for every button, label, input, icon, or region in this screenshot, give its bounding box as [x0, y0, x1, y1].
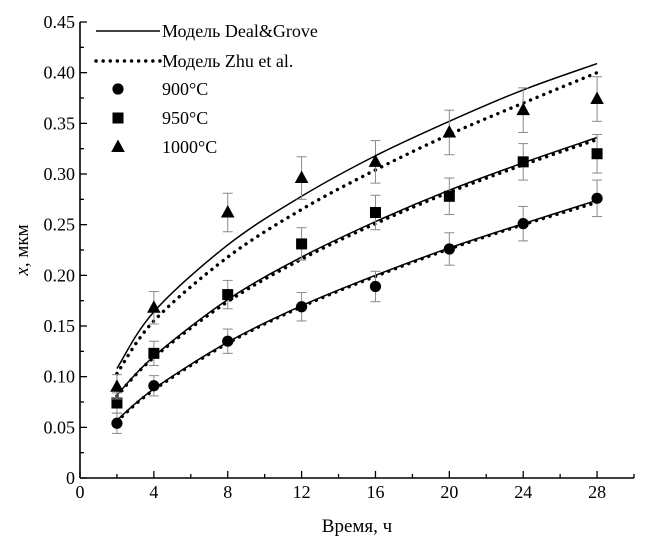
model-0-curve-1	[116, 136, 598, 396]
data-point-1-4	[369, 207, 381, 219]
model-1-curve-1	[115, 137, 599, 398]
legend-triangle-marker	[111, 139, 125, 152]
data-point-2-2	[220, 205, 235, 218]
y-tick-label: 0.15	[44, 316, 76, 336]
y-tick-label: 0.25	[44, 215, 76, 235]
data-point-2-4	[368, 154, 383, 167]
model-0-curve-2	[116, 62, 598, 369]
x-tick-label: 4	[149, 482, 158, 502]
data-point-2-7	[590, 91, 604, 105]
data-point-0-2	[222, 335, 234, 347]
x-ticks: 0 4 8 12 16 20 24 28	[76, 471, 635, 502]
x-tick-label: 20	[440, 482, 458, 502]
data-point-2-3	[294, 170, 309, 184]
data-point-1-5	[443, 190, 455, 202]
legend-square-marker	[112, 112, 124, 124]
x-tick-label: 24	[514, 482, 532, 502]
data-point-1-1	[148, 347, 160, 359]
data-point-2-0	[110, 379, 124, 392]
y-tick-label: 0	[66, 468, 75, 488]
y-axis-unit: , мкм	[12, 224, 33, 267]
data-point-0-6	[517, 218, 529, 230]
y-axis-variable: x	[12, 267, 33, 277]
x-tick-label: 0	[76, 482, 85, 502]
data-point-1-2	[222, 289, 234, 301]
legend-series-label: 900°C	[162, 79, 208, 99]
y-tick-label: 0.35	[44, 113, 76, 133]
data-point-0-3	[296, 301, 308, 313]
x-tick-label: 28	[588, 482, 606, 502]
data-point-0-5	[443, 243, 455, 255]
data-point-0-7	[591, 192, 603, 204]
data-point-2-5	[442, 124, 457, 138]
data-point-2-1	[147, 300, 161, 313]
data-point-1-7	[591, 148, 603, 160]
model-1-curve-2	[115, 70, 599, 376]
data-series	[110, 76, 604, 434]
model-curves	[115, 62, 599, 423]
legend-model-label: Модель Deal&Grove	[162, 21, 318, 41]
legend-series-label: 950°C	[162, 108, 208, 128]
y-tick-label: 0.10	[44, 367, 76, 387]
data-point-1-6	[517, 156, 529, 168]
model-1-curve-0	[115, 200, 599, 423]
legend-circle-marker	[112, 83, 124, 95]
y-ticks: 0 0.05 0.10 0.15 0.20 0.25 0.30 0.35 0.40 0.45	[44, 12, 87, 488]
data-point-2-6	[516, 102, 530, 116]
data-point-0-0	[111, 417, 123, 429]
y-axis-title: x, мкм	[12, 224, 33, 276]
y-tick-label: 0.05	[44, 417, 76, 437]
x-tick-label: 8	[223, 482, 232, 502]
y-tick-label: 0.20	[44, 265, 76, 285]
data-point-0-4	[369, 280, 382, 293]
data-point-1-3	[296, 238, 308, 250]
y-tick-label: 0.45	[44, 12, 76, 32]
x-tick-label: 12	[293, 482, 311, 502]
x-tick-label: 16	[366, 482, 384, 502]
legend: Модель Deal&Grove Модель Zhu et al. 900°C 9…	[94, 21, 318, 157]
legend-model-label: Модель Zhu et al.	[162, 51, 293, 71]
data-point-1-0	[111, 397, 123, 409]
x-axis-title: Время, ч	[322, 516, 393, 536]
y-tick-label: 0.30	[44, 164, 76, 184]
legend-series-label: 1000°C	[162, 137, 217, 157]
data-point-0-1	[148, 380, 160, 392]
y-tick-label: 0.40	[44, 63, 76, 83]
